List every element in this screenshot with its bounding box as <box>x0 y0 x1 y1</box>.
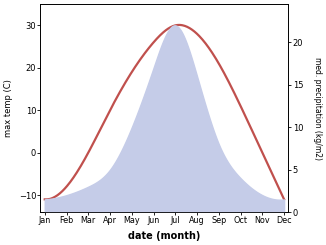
Y-axis label: max temp (C): max temp (C) <box>4 79 13 137</box>
Y-axis label: med. precipitation (kg/m2): med. precipitation (kg/m2) <box>313 57 322 160</box>
X-axis label: date (month): date (month) <box>128 231 200 241</box>
